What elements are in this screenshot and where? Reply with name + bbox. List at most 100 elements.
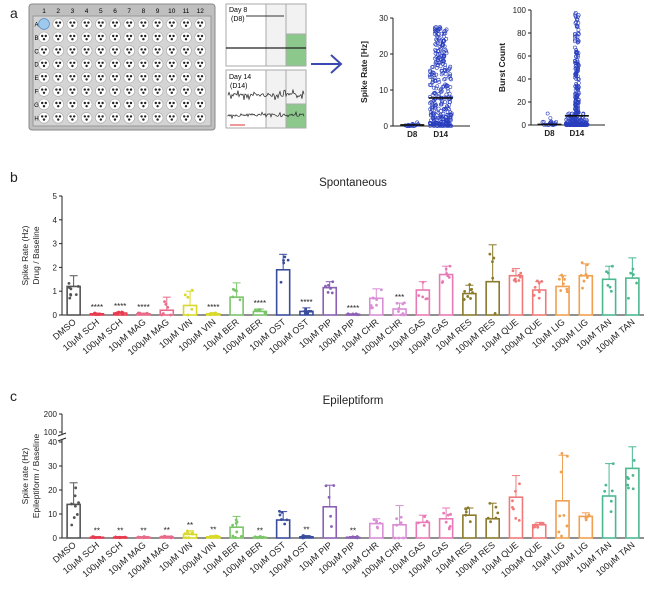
- data-point: [632, 458, 636, 462]
- plate-well: [194, 18, 206, 30]
- data-point: [67, 281, 71, 285]
- data-point: [433, 78, 437, 83]
- plate-well: [194, 112, 206, 124]
- data-point: [448, 117, 453, 122]
- data-point: [98, 535, 102, 539]
- plate-well: [38, 71, 50, 84]
- data-point: [114, 312, 117, 315]
- plate-well: [166, 58, 178, 70]
- data-point: [584, 117, 589, 122]
- data-point: [464, 507, 468, 511]
- data-point: [301, 535, 304, 538]
- significance-label: ***: [395, 293, 404, 302]
- data-point: [329, 287, 332, 290]
- data-point: [280, 511, 284, 514]
- plate-well: [123, 45, 135, 57]
- plate-well: [123, 31, 135, 44]
- y-tick-label: 4: [53, 216, 58, 225]
- plate-well: [66, 85, 79, 97]
- data-point: [330, 291, 334, 295]
- data-point: [436, 77, 441, 82]
- data-point: [442, 39, 447, 43]
- data-point: [448, 76, 453, 81]
- chart-title: Spontaneous: [319, 177, 387, 189]
- data-point: [436, 106, 441, 111]
- data-point: [331, 280, 335, 284]
- data-point: [575, 35, 580, 39]
- plate-well: [194, 58, 206, 70]
- data-point: [493, 312, 497, 315]
- plate-well: [38, 58, 50, 70]
- bar: [392, 523, 407, 539]
- data-point: [436, 32, 441, 37]
- data-point: [572, 32, 577, 36]
- data-point: [439, 102, 444, 107]
- data-point: [575, 120, 580, 125]
- data-point: [435, 61, 440, 65]
- data-point: [566, 123, 571, 127]
- data-point: [375, 303, 378, 307]
- data-point: [77, 501, 80, 505]
- data-point: [576, 100, 581, 104]
- data-point: [214, 534, 218, 538]
- data-point: [548, 116, 553, 121]
- plate-well: [151, 18, 164, 30]
- day14-sub: (D14): [230, 83, 248, 90]
- data-point: [429, 83, 434, 88]
- data-point: [437, 60, 441, 65]
- data-point: [448, 264, 452, 268]
- data-point: [435, 84, 440, 89]
- data-point: [444, 267, 448, 271]
- y-tick-label: 100: [44, 428, 58, 437]
- plate-col-label: 5: [99, 8, 103, 15]
- data-point: [576, 91, 581, 96]
- data-point: [74, 293, 78, 297]
- data-point: [330, 525, 333, 528]
- significance-label: ****: [254, 299, 266, 308]
- data-point: [443, 76, 448, 81]
- plate-well: [52, 71, 64, 84]
- data-point: [609, 499, 613, 503]
- plate-col-label: 10: [168, 8, 176, 15]
- plate-well: [180, 71, 192, 84]
- plate-well: [137, 58, 150, 70]
- plate-well: [194, 98, 206, 111]
- plate-well: [52, 45, 64, 57]
- y-tick-label: 3: [53, 240, 58, 249]
- plate-well: [109, 31, 121, 44]
- data-point: [631, 273, 635, 276]
- data-point: [121, 312, 124, 316]
- data-point: [576, 110, 581, 115]
- y-tick-label: 1: [53, 287, 58, 296]
- data-point: [540, 279, 544, 283]
- plate-well: [109, 18, 121, 30]
- data-point: [441, 119, 445, 124]
- data-point: [432, 75, 437, 80]
- bar: [66, 285, 81, 316]
- plate-well: [194, 71, 206, 84]
- data-point: [442, 106, 447, 111]
- data-point: [428, 118, 433, 123]
- y-axis-label: Spike Rate [Hz]: [359, 41, 369, 103]
- data-point: [445, 113, 450, 117]
- data-point: [190, 288, 194, 292]
- significance-label: ****: [114, 302, 126, 311]
- data-point: [517, 519, 521, 522]
- data-point: [283, 522, 287, 526]
- data-point: [446, 513, 450, 517]
- plate-well: [123, 71, 135, 84]
- data-point: [442, 59, 446, 64]
- significance-label: ****: [91, 303, 103, 312]
- data-point: [137, 535, 140, 539]
- significance-label: **: [117, 527, 123, 536]
- y-tick-label: 30: [48, 462, 57, 471]
- data-point: [145, 311, 149, 315]
- data-point: [573, 59, 578, 64]
- data-point: [441, 34, 446, 39]
- data-point: [441, 54, 446, 58]
- data-point: [436, 56, 440, 61]
- data-point: [73, 504, 77, 508]
- data-point: [469, 297, 472, 300]
- data-point: [166, 305, 170, 309]
- plate-well: [66, 98, 79, 111]
